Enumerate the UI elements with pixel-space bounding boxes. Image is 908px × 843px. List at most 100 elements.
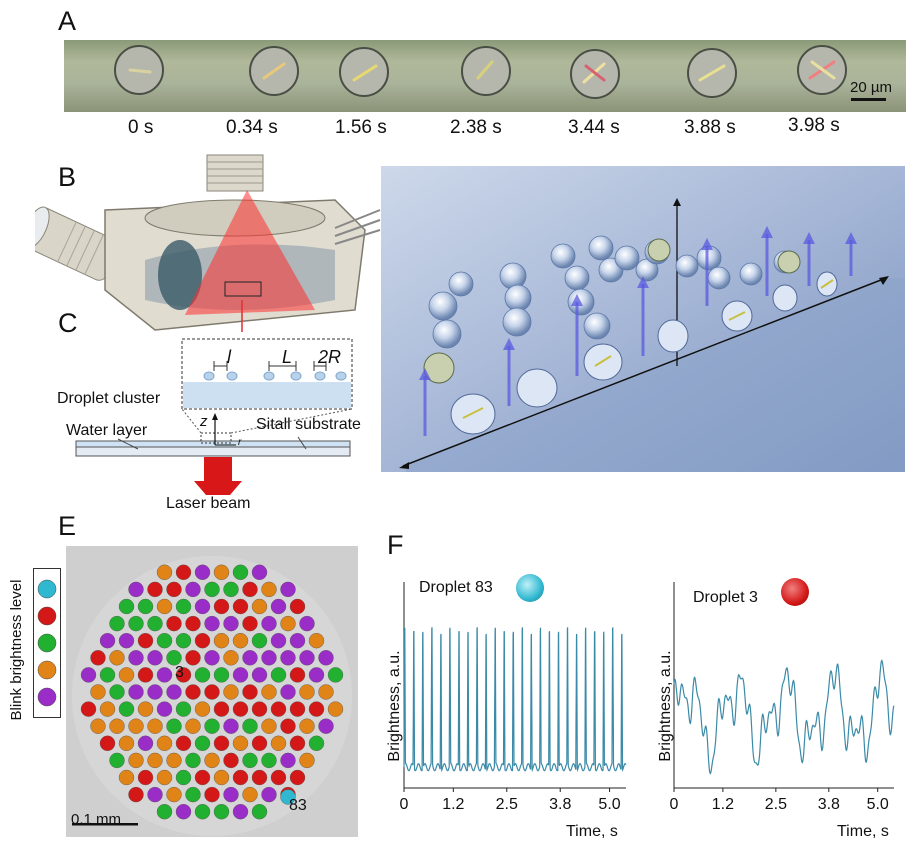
x-tick-label: 2.5 <box>765 796 787 813</box>
chart-83-xlabel: Time, s <box>566 823 618 840</box>
droplet-83-swatch <box>516 574 544 602</box>
brightness-series <box>673 659 895 775</box>
droplet-marker <box>118 701 135 717</box>
droplet-marker <box>308 701 325 717</box>
droplet-marker <box>213 735 230 752</box>
panel-d-3d-render <box>381 166 905 477</box>
droplet-marker <box>175 564 192 580</box>
droplet-marker <box>318 684 334 700</box>
droplet-3-swatch <box>781 578 809 606</box>
droplet-marker <box>166 650 182 666</box>
droplet-marker <box>213 701 230 717</box>
droplet-marker <box>242 752 258 769</box>
droplet-marker <box>280 650 296 666</box>
droplet-marker <box>185 650 201 666</box>
droplet-marker <box>318 650 334 666</box>
legend-swatch <box>37 660 57 680</box>
brightness-legend <box>33 568 61 718</box>
droplet-marker <box>213 667 230 683</box>
droplet-marker <box>185 786 201 803</box>
droplet-marker <box>194 804 211 820</box>
droplet-marker <box>232 632 249 649</box>
droplet-marker <box>118 769 135 786</box>
droplet-marker <box>327 667 344 683</box>
time-label-2: 0.34 s <box>226 117 278 138</box>
droplet-marker <box>156 804 173 820</box>
droplet-marker <box>242 650 258 666</box>
chart-83-title: Droplet 83 <box>419 579 493 596</box>
droplet-marker <box>242 581 258 598</box>
droplet-marker <box>213 564 230 580</box>
droplet-marker <box>137 632 154 649</box>
droplet-marker <box>261 786 277 803</box>
droplet-marker <box>118 735 135 752</box>
droplet-marker <box>137 598 154 615</box>
droplet-3-label: 3 <box>175 664 184 681</box>
panel-a-scale-bar-label: 20 µm <box>850 79 892 96</box>
droplet-marker <box>80 667 97 683</box>
x-tick-label: 5.0 <box>598 796 620 813</box>
droplet-marker <box>270 735 287 752</box>
droplet-marker <box>289 735 306 752</box>
droplet-marker <box>128 786 144 803</box>
droplet-sequence-image <box>114 45 886 101</box>
droplet-marker <box>90 650 106 666</box>
legend-swatch <box>37 579 57 599</box>
droplet-marker <box>251 804 268 820</box>
droplet-marker <box>147 615 163 632</box>
droplet-marker <box>270 667 287 683</box>
droplet-marker <box>175 598 192 615</box>
droplet-marker <box>213 632 230 649</box>
droplet-marker <box>99 632 116 649</box>
droplet-marker <box>223 581 239 598</box>
droplet-marker <box>223 650 239 666</box>
legend-title: Blink brightness level <box>8 579 25 721</box>
droplet-marker <box>156 598 173 615</box>
droplet-marker <box>185 581 201 598</box>
droplet-cluster-label: Droplet cluster <box>57 390 161 407</box>
axis-r-label: r <box>238 437 242 448</box>
droplet-marker <box>99 667 116 683</box>
x-tick-label: 0 <box>670 796 679 813</box>
chart-3-xlabel: Time, s <box>837 823 889 840</box>
water-layer-label: Water layer <box>66 422 148 439</box>
droplet-marker <box>280 581 296 598</box>
droplet-marker <box>137 735 154 752</box>
droplet-marker <box>204 615 220 632</box>
droplet-marker <box>175 667 192 683</box>
droplet-marker <box>156 667 173 683</box>
droplet-marker <box>194 769 211 786</box>
droplet-marker <box>166 684 182 700</box>
droplet-marker <box>156 735 173 752</box>
panel-c-schematic <box>58 335 388 520</box>
droplet-marker <box>147 650 163 666</box>
droplet-marker <box>280 615 296 632</box>
dim-L-label: L <box>282 347 293 367</box>
droplet-83-marker <box>280 789 296 805</box>
x-tick-label: 1.2 <box>442 796 464 813</box>
droplet-marker <box>156 701 173 717</box>
droplet-marker <box>251 632 268 649</box>
panel-label-f: F <box>387 530 404 560</box>
droplet-marker <box>299 718 315 734</box>
droplet-marker <box>175 769 192 786</box>
droplet-marker <box>204 786 220 803</box>
droplet-marker <box>128 650 144 666</box>
droplet-marker <box>327 701 344 717</box>
droplet-marker <box>289 667 306 683</box>
droplet-marker <box>185 684 201 700</box>
laser-beam-label: Laser beam <box>166 495 251 512</box>
droplet-marker <box>137 769 154 786</box>
droplet-marker <box>280 684 296 700</box>
droplet-marker <box>242 786 258 803</box>
legend-swatch <box>37 606 57 626</box>
legend-swatch <box>37 633 57 653</box>
droplet-marker <box>194 598 211 615</box>
droplet-marker <box>166 615 182 632</box>
droplet-marker <box>232 667 249 683</box>
time-label-5: 3.44 s <box>568 117 620 138</box>
droplet-marker <box>261 718 277 734</box>
droplet-marker <box>289 769 306 786</box>
droplet-marker <box>147 786 163 803</box>
droplet-marker <box>147 718 163 734</box>
